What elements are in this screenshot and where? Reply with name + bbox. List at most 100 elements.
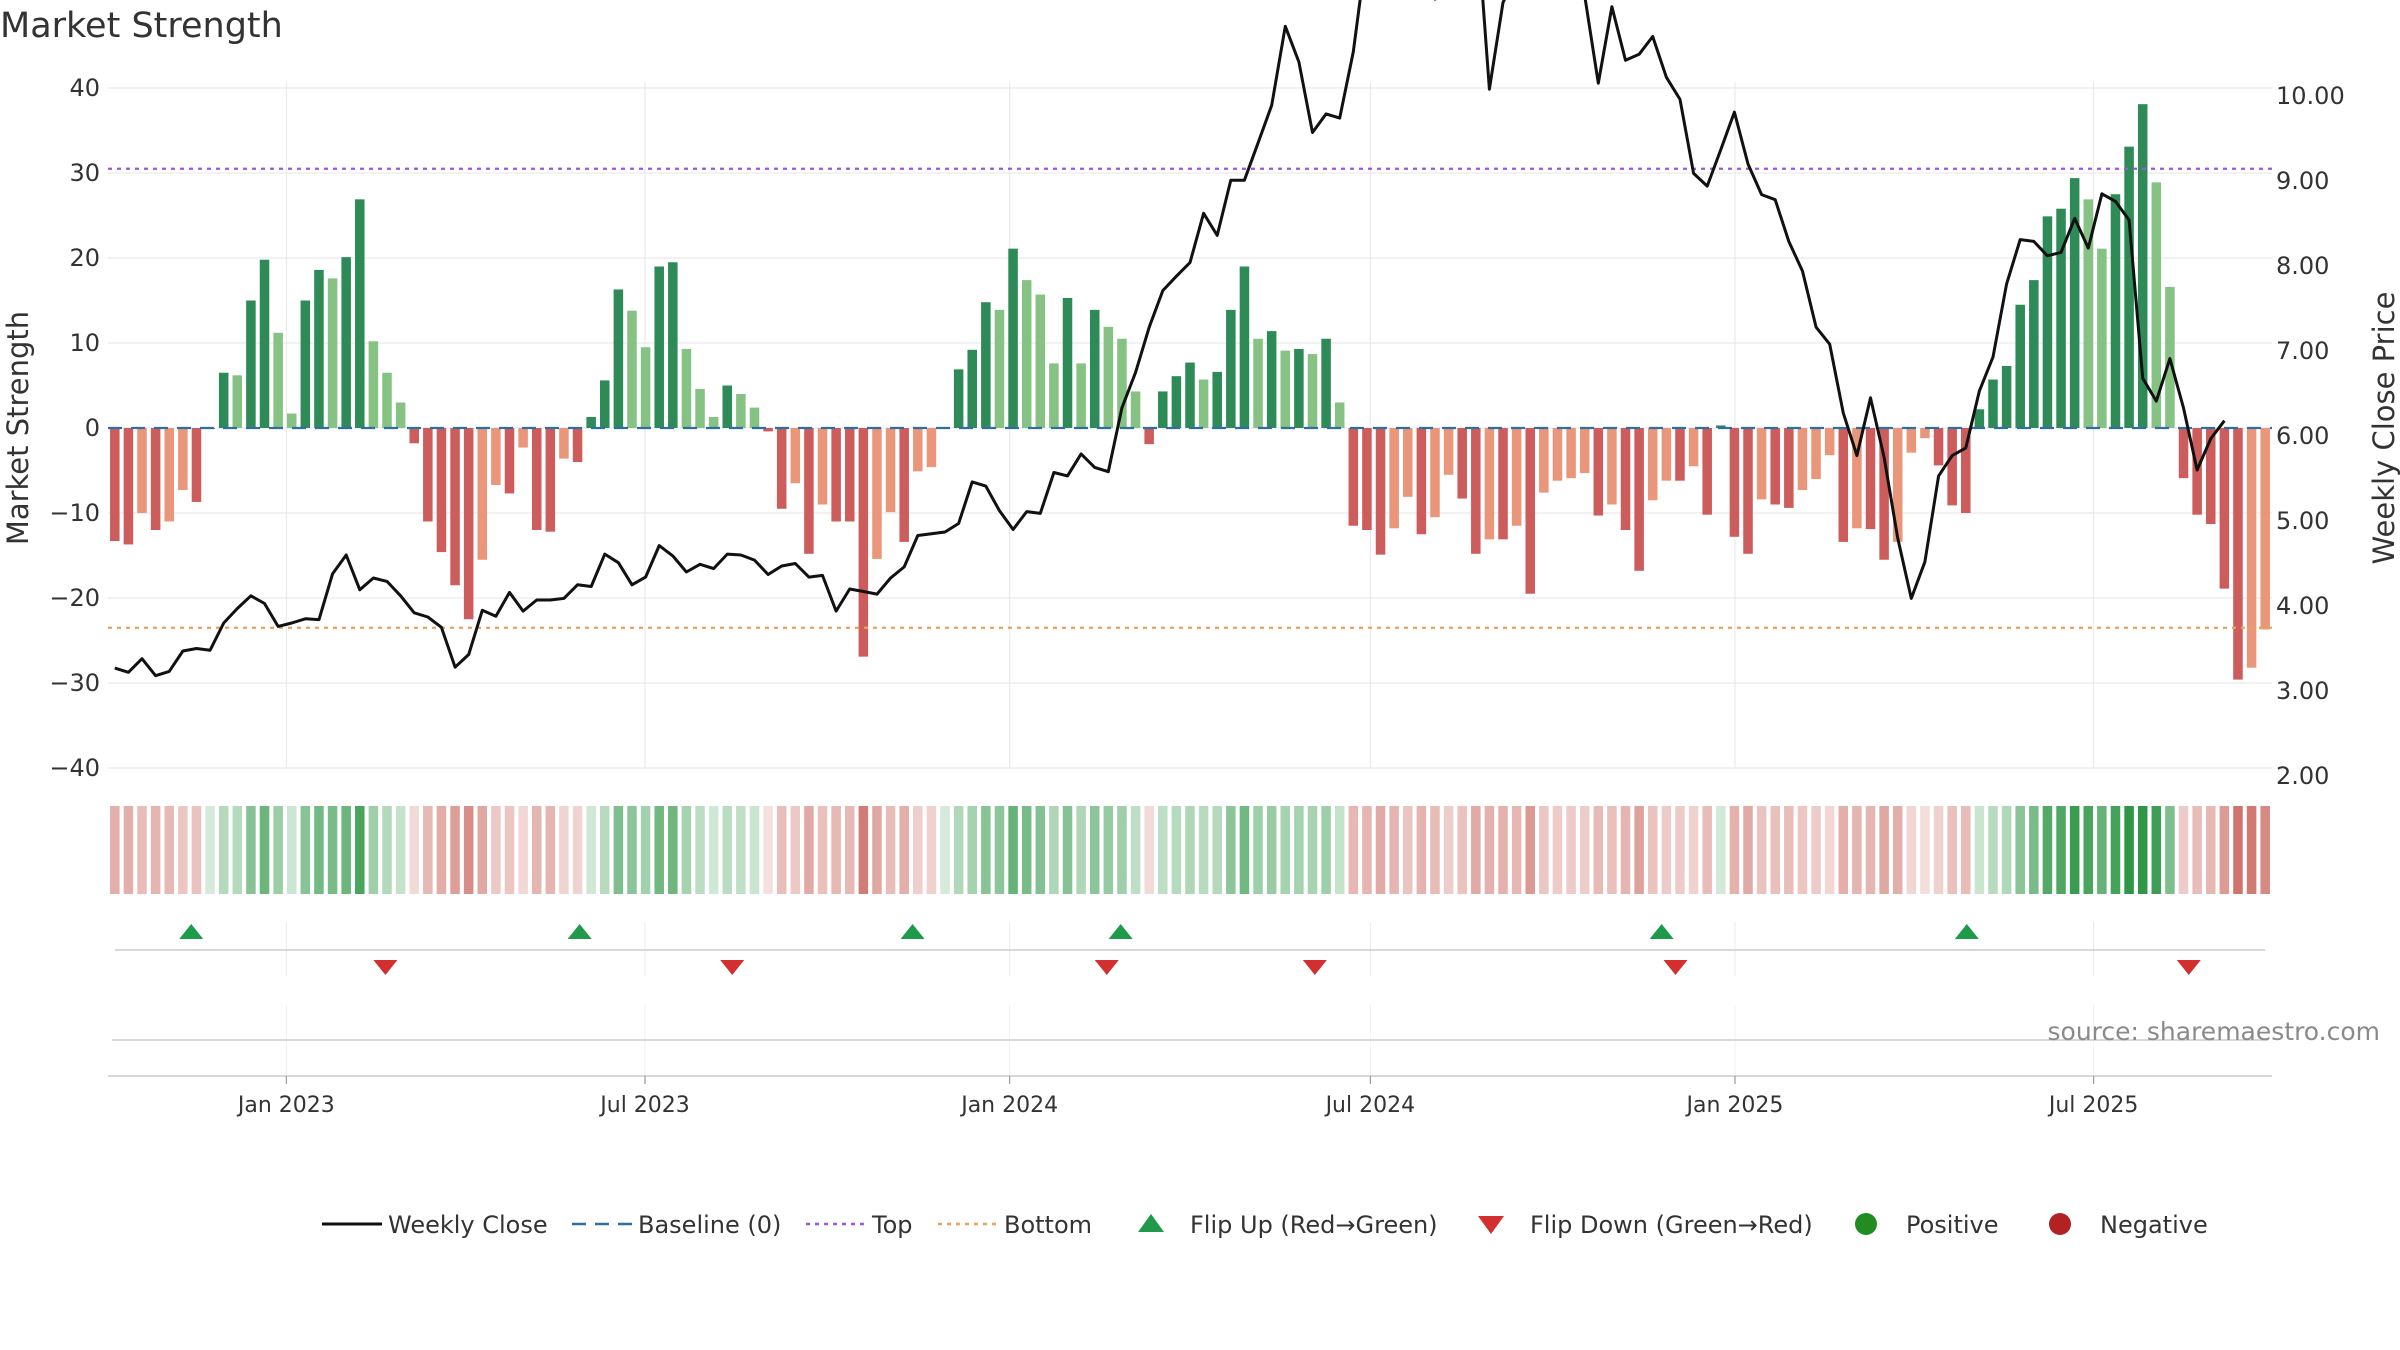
strength-bar (831, 428, 841, 522)
ribbon-cell (1266, 806, 1277, 894)
ribbon-cell (1892, 806, 1903, 894)
strength-bar (191, 428, 202, 502)
ribbon-cell (1906, 806, 1917, 894)
strength-bar (1049, 363, 1059, 428)
strength-bar (1471, 428, 1481, 554)
left-tick-label: 40 (69, 74, 100, 102)
ribbon-cell (1280, 806, 1291, 894)
ribbon-cell (1702, 806, 1712, 894)
flip-down-marker (1094, 960, 1119, 975)
strength-bar (1716, 425, 1726, 428)
strength-bar (2178, 428, 2189, 479)
strength-bar (1498, 428, 1508, 540)
strength-bar (1089, 309, 1100, 428)
strength-bar (1811, 428, 1821, 479)
strength-bar (2151, 182, 2162, 428)
strength-bar (341, 257, 351, 428)
strength-bar (1892, 428, 1903, 542)
strength-bar (926, 428, 937, 468)
strength-bar (586, 416, 596, 428)
strength-bar (1375, 428, 1386, 555)
flip-down-marker (1302, 960, 1327, 975)
strength-bar (2260, 428, 2270, 630)
strength-bar (981, 302, 991, 428)
flip-down-marker (1663, 960, 1688, 975)
ribbon-cell (640, 806, 651, 894)
ribbon-cell (913, 806, 923, 894)
strength-bar (1457, 428, 1467, 499)
ribbon-cell (2124, 806, 2134, 894)
strength-bar (858, 428, 869, 657)
ribbon-cell (586, 806, 596, 894)
axes: 40 30 20 10 0 −10 −20 −30 −40 10.00 9.00 8.00 7.00 6.… (1, 74, 2400, 790)
ribbon-cell (1756, 806, 1767, 894)
ribbon-cell (1661, 806, 1672, 894)
ribbon-cell (341, 806, 351, 894)
ribbon-cell (1716, 806, 1726, 894)
ribbon-cell (355, 806, 365, 894)
strength-bar (1947, 428, 1957, 506)
left-tick-label: 0 (85, 414, 100, 442)
strength-bar (1362, 428, 1372, 530)
ribbon-cell (1593, 806, 1604, 894)
strength-bar (708, 416, 719, 428)
legend-swatch (2049, 1213, 2071, 1235)
strength-bar (178, 428, 188, 491)
ribbon-cell (736, 806, 746, 894)
ribbon-cell (1226, 806, 1236, 894)
ribbon-cell (872, 806, 882, 894)
ribbon-cell (518, 806, 528, 894)
ribbon-cell (1811, 806, 1821, 894)
strength-bar (1824, 428, 1835, 456)
left-tick-label: 30 (69, 159, 100, 187)
strength-bar (259, 259, 270, 428)
strength-bar (804, 428, 814, 554)
strength-bar (899, 428, 909, 542)
ribbon-cell (395, 806, 406, 894)
ribbon-cell (150, 806, 161, 894)
strength-bar (1552, 428, 1563, 481)
strength-bar (1226, 309, 1236, 428)
ribbon-cell (1525, 806, 1536, 894)
ribbon-cell (1498, 806, 1508, 894)
ribbon-cell (1307, 806, 1318, 894)
strength-bar (1076, 363, 1086, 428)
strength-bar (627, 310, 637, 428)
strength-bar (967, 349, 978, 428)
strength-bar (1307, 354, 1318, 428)
right-tick-label: 8.00 (2276, 252, 2329, 280)
strength-bar (681, 348, 692, 428)
y-axis-title: Market Strength (1, 311, 35, 545)
ribbon-cell (804, 806, 814, 894)
ribbon-cell (981, 806, 991, 894)
strength-bars (110, 104, 2270, 680)
ribbon-cell (559, 806, 569, 894)
strength-bar (872, 428, 882, 559)
ribbon-cell (1375, 806, 1386, 894)
left-tick-label: −30 (49, 669, 100, 697)
legend-label: Bottom (1004, 1211, 1092, 1239)
ribbon-cell (1634, 806, 1644, 894)
strength-bar (1756, 428, 1767, 500)
strength-bar (286, 413, 297, 428)
legend-label: Positive (1906, 1211, 1999, 1239)
ribbon-cell (1185, 806, 1195, 894)
right-tick-label: 5.00 (2276, 507, 2329, 535)
left-tick-label: 20 (69, 244, 100, 272)
strength-bar (1852, 428, 1862, 529)
source-label: source: sharemaestro.com (2048, 1017, 2381, 1046)
left-tick-label: −20 (49, 584, 100, 612)
chart-title: Market Strength (0, 6, 283, 46)
ribbon-cell (218, 806, 229, 894)
x-tick-label: Jul 2024 (1324, 1093, 1416, 1118)
legend-item-flip-up: Flip Up (Red→Green) (1138, 1211, 1438, 1239)
strength-bar (736, 394, 746, 428)
ribbon-cell (1171, 806, 1182, 894)
strength-bar (150, 428, 161, 530)
ribbon-cell (994, 806, 1005, 894)
strength-bar (1988, 379, 1998, 428)
strength-bar (1103, 326, 1114, 428)
legend-swatch (1478, 1216, 1504, 1234)
legend-label: Baseline (0) (638, 1211, 781, 1239)
strength-bar (1920, 428, 1930, 439)
